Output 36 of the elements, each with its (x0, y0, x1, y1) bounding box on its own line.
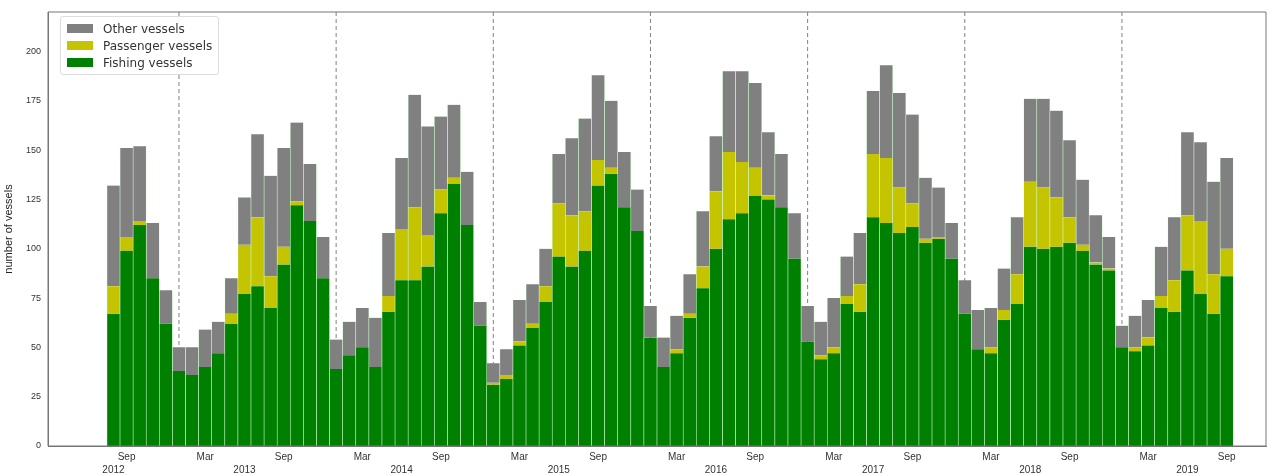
legend-label: Passenger vessels (103, 38, 213, 53)
x-tick-label: Mar (1139, 450, 1158, 462)
x2-tick-label: 2019 (1176, 463, 1199, 475)
x2-tick-label: 2017 (861, 463, 885, 475)
x2-tick-label: 2012 (102, 463, 126, 475)
legend-label: Other vessels (103, 21, 185, 36)
x2-tick-label: 2018 (1019, 463, 1042, 475)
y-tick-label: 25 (30, 391, 41, 402)
x2-tick-label: 2014 (390, 463, 414, 475)
x2-tick-label: 2015 (547, 463, 571, 475)
x-tick-label: Sep (746, 450, 765, 462)
x-tick-label: Mar (668, 450, 686, 462)
y-tick-label: 0 (35, 440, 41, 451)
x-tick-label: Mar (982, 450, 1001, 462)
x-tick-label: Mar (353, 450, 372, 462)
y-tick-label: 125 (25, 193, 41, 204)
y-tick-label: 75 (30, 292, 41, 303)
y-tick-label: 150 (25, 144, 41, 155)
x-tick-label: Sep (432, 450, 451, 462)
y-tick-label: 200 (25, 45, 41, 56)
x-tick-label: Sep (117, 450, 136, 462)
y-tick-label: 175 (25, 95, 41, 106)
legend-label: Fishing vessels (103, 55, 193, 70)
x-tick-label: Sep (903, 450, 922, 462)
x-tick-label: Mar (510, 450, 529, 462)
x-tick-label: Sep (1060, 450, 1079, 462)
x-tick-label: Mar (196, 450, 215, 462)
y-tick-label: 50 (30, 341, 41, 352)
x-tick-label: Sep (589, 450, 608, 462)
y-axis-title: number of vessels (1, 183, 14, 274)
x2-tick-label: 2016 (704, 463, 728, 475)
x-tick-label: Mar (825, 450, 844, 462)
x2-tick-label: 2013 (233, 463, 257, 475)
y-tick-label: 100 (25, 243, 41, 254)
x-tick-label: Sep (1217, 450, 1237, 462)
x-tick-label: Sep (274, 450, 294, 462)
